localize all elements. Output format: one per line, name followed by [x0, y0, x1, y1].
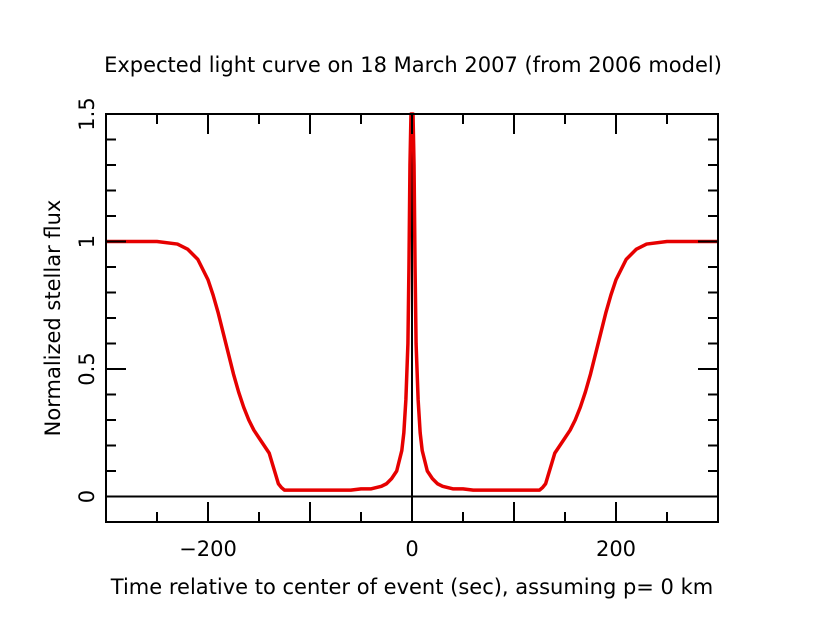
x-tick-label: −200 — [179, 537, 237, 561]
y-tick-label: 0 — [75, 490, 99, 503]
y-tick-label: 1 — [75, 235, 99, 248]
x-tick-label: 200 — [596, 537, 636, 561]
x-tick-label: 0 — [405, 537, 418, 561]
plot-area — [106, 112, 718, 522]
y-tick-label: 1.5 — [75, 97, 99, 130]
x-axis-label: Time relative to center of event (sec), … — [110, 575, 713, 599]
plot-frame — [105, 113, 719, 523]
chart-title: Expected light curve on 18 March 2007 (f… — [104, 53, 722, 77]
y-tick-label: 0.5 — [75, 352, 99, 385]
axis-ticks — [105, 113, 719, 523]
tick-labels: −200 0 200 0 0.5 1 1.5 — [75, 97, 636, 561]
y-axis-label: Normalized stellar flux — [41, 200, 65, 437]
